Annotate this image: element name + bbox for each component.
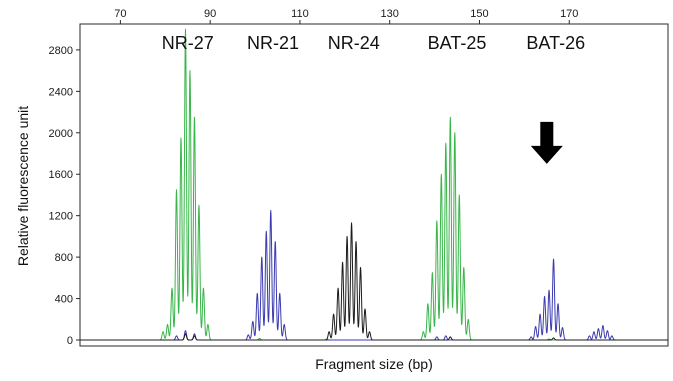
marker-label: BAT-26 (526, 33, 585, 53)
x-axis-ticks: 70 90 110 130 150 170 (114, 8, 578, 24)
x-tick-label: 110 (291, 8, 309, 20)
marker-label: BAT-25 (428, 33, 487, 53)
x-tick-label: 70 (114, 8, 126, 20)
marker-label: NR-24 (328, 33, 380, 53)
marker-labels-layer: NR-27 NR-21 NR-24 BAT-25 BAT-26 (162, 33, 585, 53)
marker-label: NR-27 (162, 33, 214, 53)
x-tick-label: 90 (204, 8, 216, 20)
marker-label: NR-21 (247, 33, 299, 53)
trace-line-0 (79, 28, 669, 341)
y-tick-label: 400 (55, 294, 73, 306)
y-tick-label: 2000 (49, 128, 73, 140)
traces-layer (79, 28, 669, 341)
y-tick-label: 0 (67, 335, 73, 347)
x-tick-label: 150 (470, 8, 488, 20)
trace-line-1 (79, 209, 669, 341)
plot-frame (79, 23, 669, 347)
annotation-layer (530, 121, 563, 164)
y-tick-label: 1200 (49, 211, 73, 223)
y-tick-label: 800 (55, 252, 73, 264)
trace-line-2 (79, 222, 669, 341)
y-tick-label: 2400 (49, 86, 73, 98)
x-axis-title: Fragment size (bp) (315, 356, 432, 372)
down-arrow-icon (530, 121, 563, 164)
x-tick-label: 170 (560, 8, 578, 20)
y-axis-title: Relative fluorescence unit (15, 106, 31, 266)
y-axis-ticks: 0 400 800 1200 1600 2000 2400 2800 (49, 45, 80, 347)
x-tick-label: 130 (381, 8, 399, 20)
y-tick-label: 2800 (49, 45, 73, 57)
y-tick-label: 1600 (49, 169, 73, 181)
